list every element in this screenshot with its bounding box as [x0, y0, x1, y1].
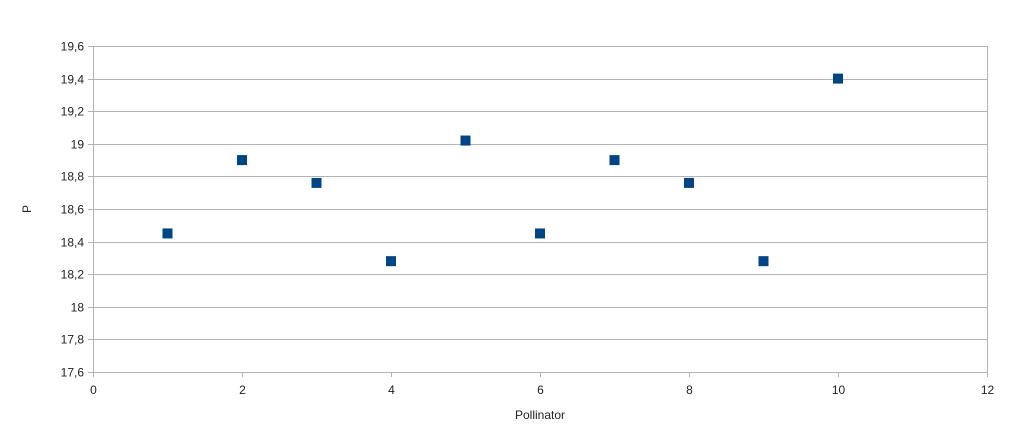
data-point: [535, 228, 545, 239]
y-tick-label: 19,6: [61, 40, 85, 54]
x-tick-label: 4: [388, 383, 395, 397]
y-tick-label: 18,2: [61, 268, 85, 282]
x-tick-label: 6: [537, 383, 544, 397]
x-tick-label: 12: [981, 383, 995, 397]
y-tick-labels: 17,6 17,8 18 18,2 18,4 18,6 18,8 19 19,2 19,4 19,6: [61, 40, 85, 380]
x-axis-title: Pollinator: [515, 408, 565, 422]
data-point: [237, 155, 247, 166]
y-tick-label: 19,4: [61, 73, 85, 87]
x-tick-label: 8: [686, 383, 693, 397]
x-tick-label: 2: [239, 383, 246, 397]
gridlines: [88, 46, 987, 373]
y-tick-label: 18,8: [61, 170, 85, 184]
data-point: [460, 135, 471, 146]
y-tick-label: 17,8: [61, 333, 85, 347]
y-tick-label: 18,4: [61, 236, 85, 250]
data-point: [386, 256, 396, 267]
data-point: [609, 155, 620, 166]
x-tick-label: 0: [90, 383, 97, 397]
y-axis-title: P: [20, 205, 34, 213]
x-tick-labels: 0 2 4 6 8 10 12: [90, 383, 994, 397]
y-tick-label: 18,6: [61, 203, 85, 217]
data-point: [162, 228, 173, 239]
data-point: [311, 177, 322, 188]
y-tick-label: 19: [71, 138, 85, 152]
data-point: [684, 177, 694, 188]
data-point: [758, 256, 769, 267]
x-tick-label: 10: [832, 383, 846, 397]
data-point: [833, 73, 843, 84]
y-tick-label: 18: [71, 301, 85, 315]
y-tick-label: 19,2: [61, 105, 85, 119]
axes: [93, 46, 988, 377]
y-tick-label: 17,6: [61, 366, 85, 380]
data-points: [162, 73, 843, 267]
